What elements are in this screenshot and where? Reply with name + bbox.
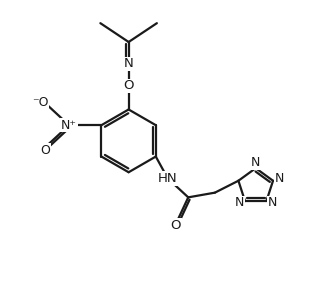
Text: O: O — [124, 79, 134, 92]
Text: N⁺: N⁺ — [61, 119, 77, 132]
Text: N: N — [235, 196, 244, 209]
Text: N: N — [275, 172, 284, 185]
Text: N: N — [251, 156, 260, 169]
Text: HN: HN — [158, 172, 178, 185]
Text: O: O — [41, 144, 50, 157]
Text: O: O — [171, 219, 181, 232]
Text: N: N — [124, 58, 133, 71]
Text: N: N — [268, 196, 277, 209]
Text: ⁻O: ⁻O — [32, 96, 48, 109]
